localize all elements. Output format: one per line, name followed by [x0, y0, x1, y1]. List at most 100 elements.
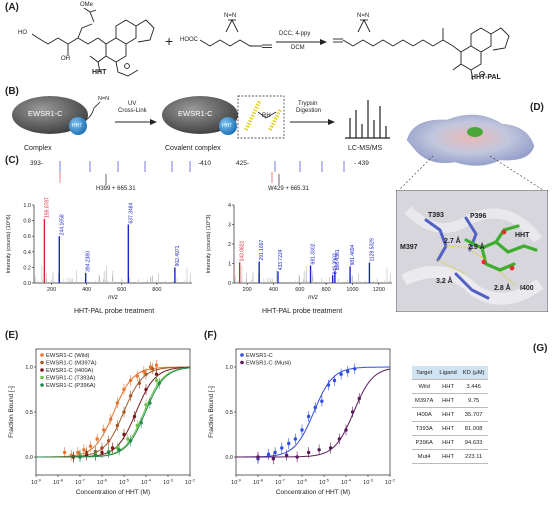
kd-table-cell: I400A — [412, 407, 437, 422]
residue-i400: I400 — [520, 285, 534, 292]
fit-curve — [236, 368, 391, 458]
peak-label: 1128.5329 — [369, 238, 375, 261]
peak-label: 849.3903 — [333, 253, 339, 274]
sequence-right-start: 425- — [236, 160, 250, 167]
legend-marker — [40, 353, 44, 357]
data-point — [82, 448, 86, 452]
protein-blob-2 — [162, 96, 238, 134]
x-tick-label: 10-5 — [319, 478, 329, 487]
distance-3: 3.2 Å — [436, 278, 453, 285]
distance-2: 2.9 Å — [468, 244, 485, 251]
distance-1: 2.7 Å — [444, 238, 461, 245]
label-reagent-bottom: DCM — [291, 45, 305, 51]
x-tick-label: 1200 — [373, 287, 385, 293]
legend-label: EWSR1-C (I400A) — [46, 368, 93, 374]
data-point — [93, 453, 98, 457]
y-axis-label: Fraction Bound [-] — [8, 386, 15, 438]
legend-label: EWSR1-C (Mut4) — [246, 361, 291, 367]
kd-table-cell: 35.707 — [459, 407, 488, 422]
y-tick-label: 0.8 — [23, 219, 31, 225]
step-crosslink: Cross-Link — [118, 108, 147, 114]
x-tick-label: 10-4 — [341, 478, 351, 487]
kd-table-cell: P396A — [412, 435, 437, 450]
label-hht-reactant: HHT — [92, 69, 107, 76]
x-tick-label: 10-6 — [297, 478, 307, 487]
legend-marker — [40, 375, 44, 380]
kd-table-header: Target Ligand KD (μM) — [412, 366, 488, 380]
data-point — [328, 446, 333, 450]
y-tick-label: 1.0 — [225, 365, 233, 371]
sequence-left-end: -410 — [198, 160, 212, 167]
y-tick-label: 0.0 — [225, 455, 233, 461]
residue-p396: P396 — [470, 213, 487, 220]
x-tick-label: 400 — [82, 287, 91, 293]
legend-marker — [240, 360, 244, 365]
zoom-lines — [398, 155, 544, 191]
legend-marker — [40, 360, 44, 365]
data-point — [266, 452, 271, 456]
kd-table-cell: 9.75 — [459, 393, 488, 408]
protein-surface — [406, 114, 535, 166]
data-point — [95, 437, 99, 441]
y-tick-label: 2 — [228, 242, 231, 248]
spectrum-left: 200 400 600 800 0.0 0.2 0.4 0.6 0.8 1.0 m/z Intensi… — [6, 197, 192, 301]
peak-label: 866.4381 — [335, 249, 341, 270]
protein-blob-1 — [12, 96, 88, 134]
sequence-right-end: - 439 — [354, 160, 369, 167]
label-hooc: HOOC — [180, 37, 198, 43]
sequence-ticks — [59, 161, 345, 185]
peak-label: 981.4694 — [350, 244, 356, 265]
x-axis-label: m/z — [108, 295, 118, 301]
kd-table-cell: Wild — [412, 379, 437, 394]
y-tick-label: 0.2 — [23, 265, 31, 271]
data-point — [284, 453, 289, 457]
step-digestion: Digestion — [296, 108, 322, 114]
kd-table-cell: 81.008 — [459, 421, 488, 436]
spectrum-right: 200 400 600 800 1000 1200 0 1 2 3 4 m/z Intensity (c… — [206, 203, 392, 301]
data-point — [122, 387, 126, 392]
legend-label: EWSR1-C — [246, 353, 273, 359]
x-tick-label: 600 — [117, 287, 126, 293]
protein-label-2: EWSR1-C — [178, 109, 213, 118]
data-point — [154, 378, 159, 383]
binding-curve-f: 10-9 10-8 10-7 10-6 10-5 10-4 10-3 10-2 0.0 0.5 1.… — [208, 348, 396, 496]
peak-label: 637.3484 — [128, 202, 134, 223]
data-point — [280, 446, 284, 450]
peak-label: 244.1658 — [59, 214, 65, 235]
data-point — [135, 423, 139, 428]
data-point — [306, 414, 311, 419]
kd-table-row: I400A HHT 35.707 — [412, 407, 488, 422]
kd-table-cell: T393A — [412, 421, 437, 436]
x-tick-label: 600 — [295, 287, 304, 293]
data-point — [84, 453, 89, 457]
data-point — [126, 437, 130, 441]
data-point — [137, 381, 142, 385]
peak-label: 394.2380 — [86, 251, 92, 272]
data-point — [132, 414, 137, 419]
data-point — [293, 437, 298, 441]
data-point — [320, 399, 324, 403]
data-point — [115, 423, 120, 428]
y-tick-label: 4 — [228, 203, 231, 209]
data-point — [271, 457, 276, 461]
kd-table-cell: M397A — [412, 393, 437, 408]
data-point — [306, 450, 311, 455]
hht-badge-2: HHT — [222, 123, 233, 129]
x-tick-label: 10-8 — [253, 478, 263, 487]
y-axis-label: Intensity (counts) (10^3) — [206, 214, 212, 273]
legend-label: EWSR1-C (Wild) — [46, 353, 90, 359]
data-point — [109, 417, 113, 421]
y-axis-label: Intensity (counts) (10^6) — [6, 214, 12, 273]
x-axis-label: Concentration of HHT (M) — [76, 489, 150, 496]
data-point — [357, 396, 361, 401]
data-point — [256, 455, 260, 459]
y-axis-label: Fraction Bound [-] — [208, 386, 215, 438]
data-point — [142, 369, 146, 374]
y-tick-label: 0.0 — [25, 455, 33, 461]
hht-badge-1: HHT — [72, 123, 83, 129]
data-point — [326, 383, 331, 387]
data-point — [332, 378, 337, 383]
peak-label: 681.3302 — [311, 243, 317, 264]
label-oh: OH — [61, 56, 70, 62]
data-point — [154, 372, 159, 376]
